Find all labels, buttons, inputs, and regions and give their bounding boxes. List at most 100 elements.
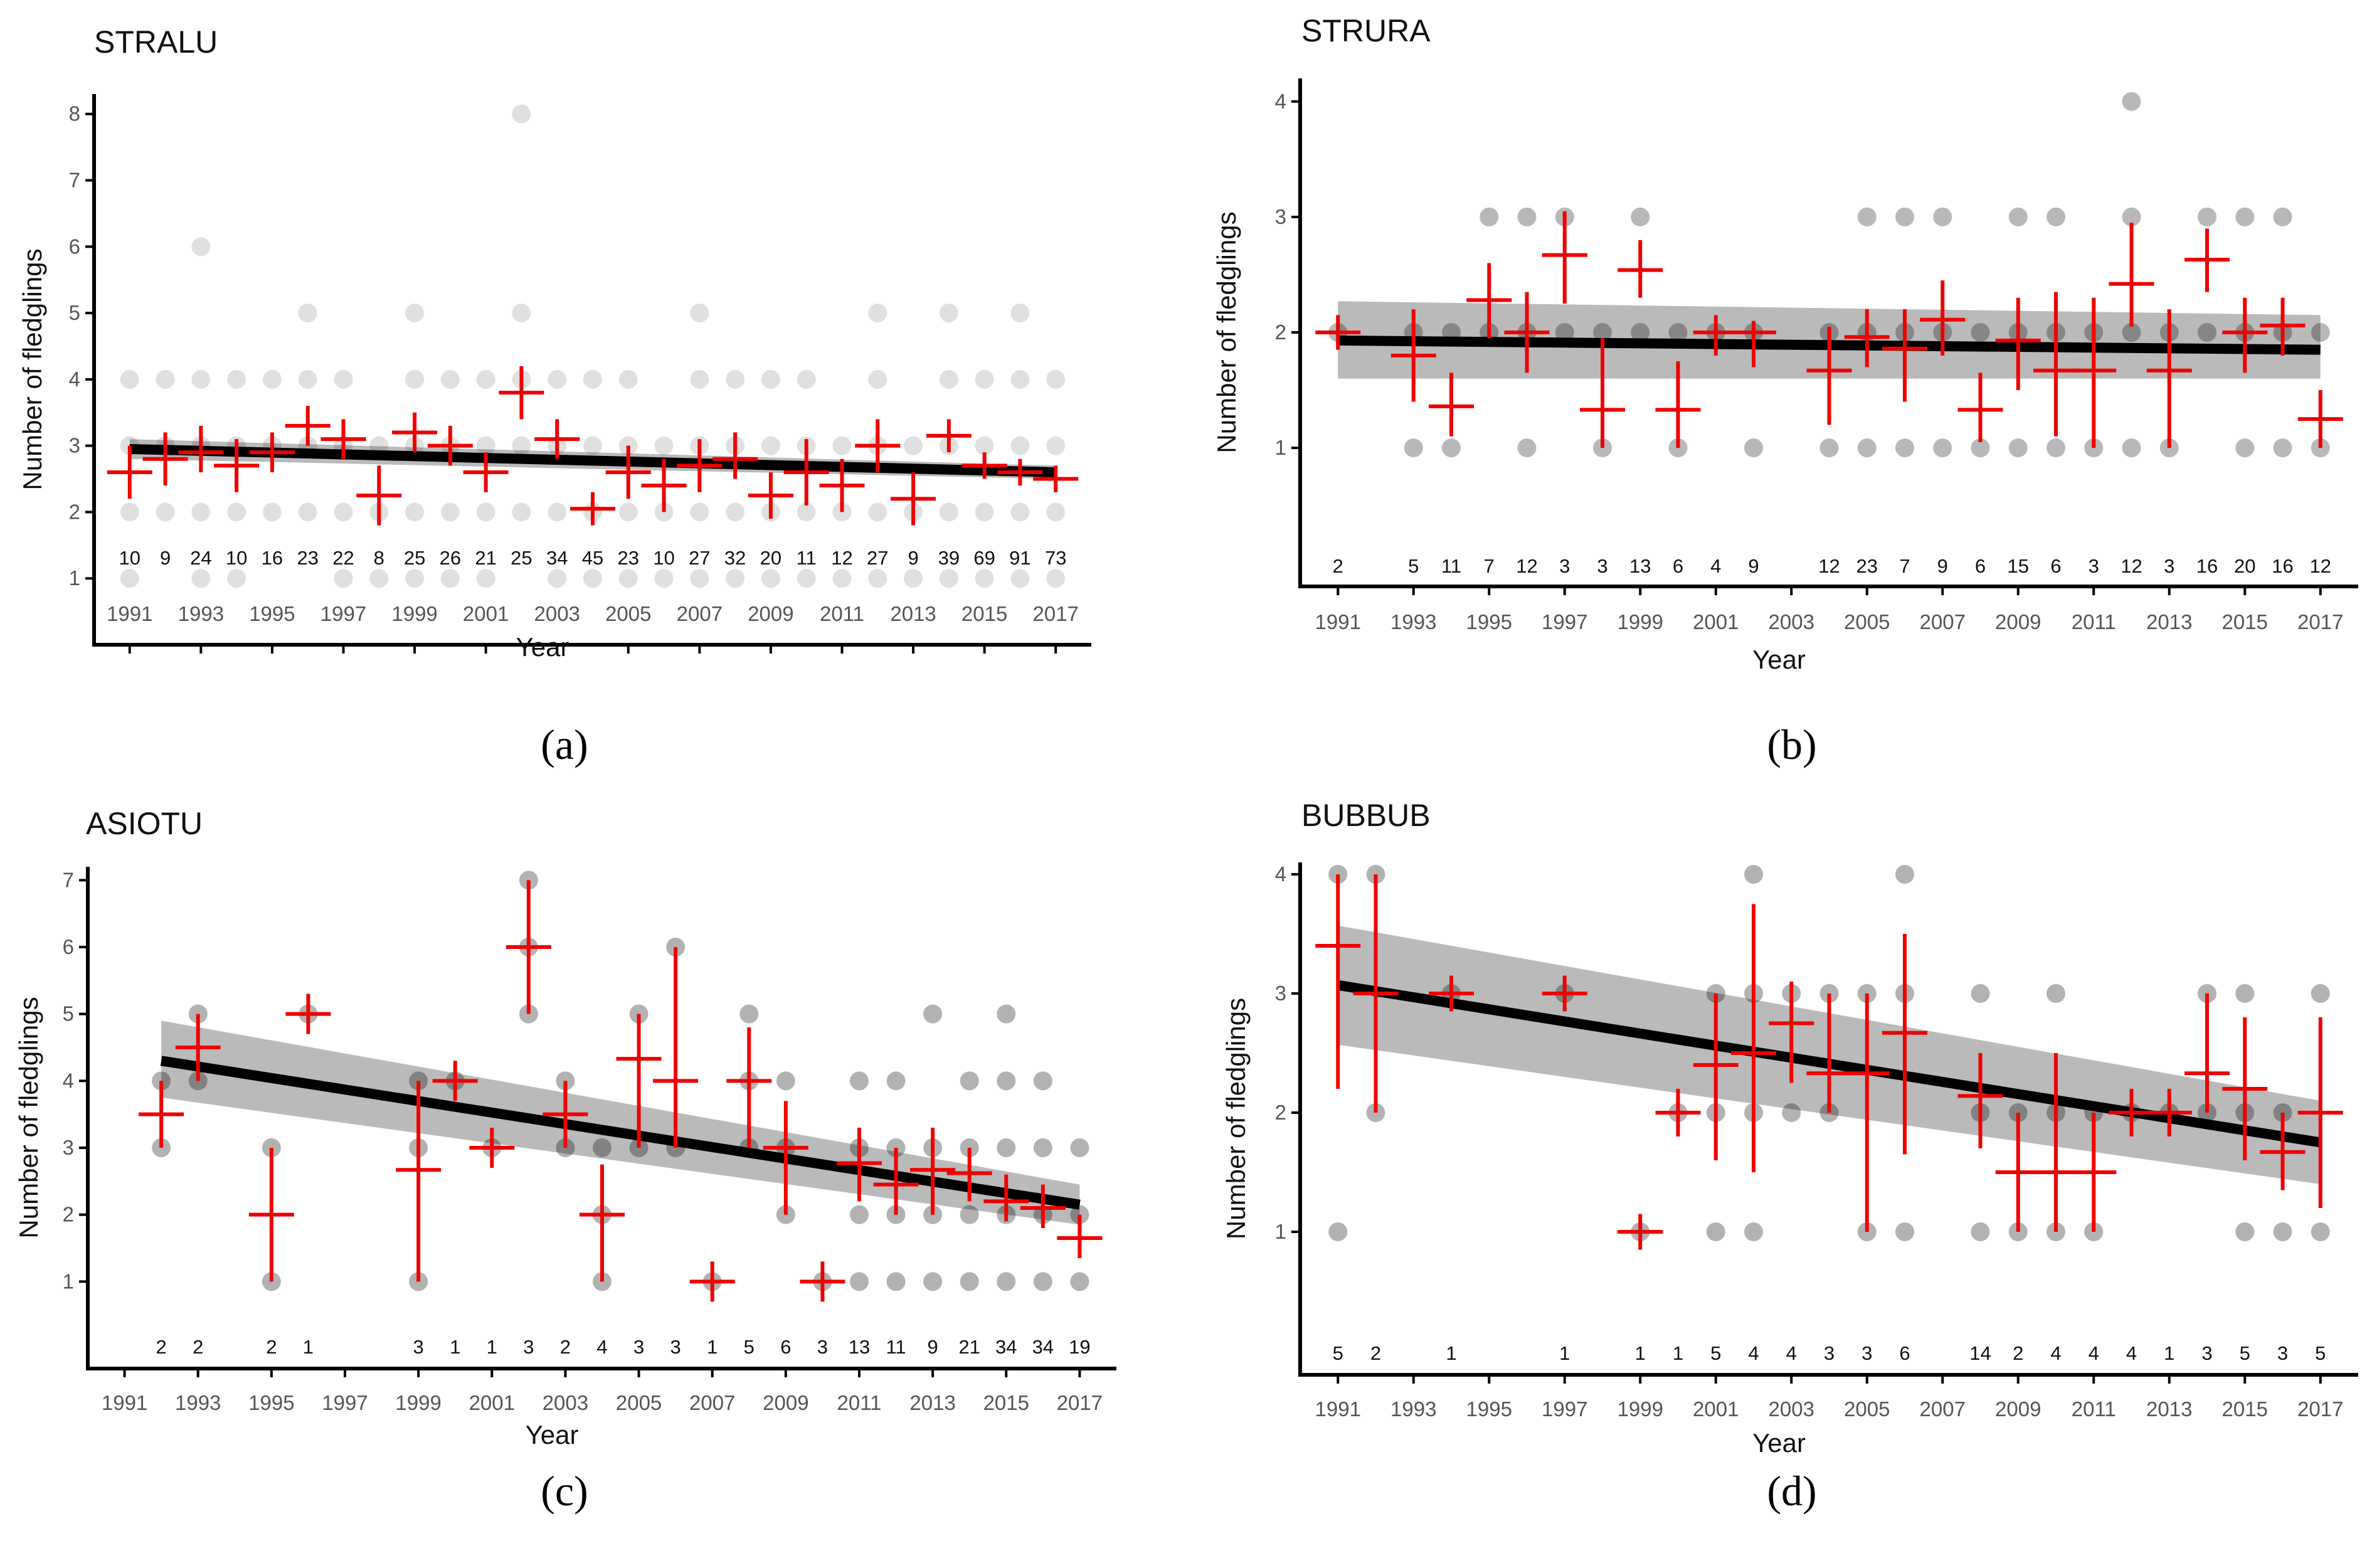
data-point [654, 569, 674, 588]
sample-size-label: 23 [618, 547, 639, 569]
sample-size-label: 2 [1333, 555, 1343, 577]
data-point [776, 1071, 795, 1091]
y-tick-label: 4 [63, 1069, 74, 1092]
data-point [2198, 207, 2216, 226]
data-point [1046, 369, 1066, 389]
data-point [1857, 438, 1877, 458]
x-tick-label: 1991 [107, 602, 152, 625]
data-point [1046, 502, 1066, 522]
data-point [2122, 207, 2141, 226]
x-tick-label: 2007 [1920, 610, 1966, 633]
data-point [156, 369, 175, 389]
data-point [2273, 438, 2292, 458]
data-point [997, 1272, 1016, 1291]
sample-size-label: 12 [831, 547, 852, 569]
sample-size-label: 5 [2240, 1342, 2250, 1364]
data-point [1895, 865, 1914, 884]
x-tick-label: 2011 [2072, 610, 2116, 633]
data-point [1819, 438, 1839, 458]
x-tick-label: 1993 [1390, 1397, 1436, 1421]
y-tick-label: 1 [63, 1269, 74, 1293]
x-tick-label: 2001 [463, 602, 509, 625]
data-point [832, 436, 852, 455]
data-point [2311, 323, 2330, 342]
sample-size-label: 3 [1861, 1342, 1872, 1364]
x-tick-label: 1999 [1618, 1397, 1663, 1421]
data-point [761, 569, 780, 588]
sample-size-label: 1 [1559, 1342, 1570, 1364]
data-point [1744, 438, 1763, 458]
data-point [2047, 207, 2065, 226]
sample-size-label: 9 [1937, 555, 1948, 577]
data-point [960, 1272, 979, 1291]
data-point [797, 369, 816, 389]
data-point [2008, 207, 2028, 226]
sample-size-label: 6 [1899, 1342, 1910, 1364]
x-tick-label: 2003 [543, 1391, 588, 1414]
x-tick-label: 1993 [178, 602, 224, 625]
data-point [761, 369, 780, 389]
data-point [369, 569, 389, 588]
sample-size-label: 7 [1899, 555, 1910, 577]
data-point [886, 1071, 906, 1091]
data-point [2235, 1222, 2255, 1241]
y-tick-label: 2 [1275, 1101, 1286, 1124]
sample-size-label: 34 [1032, 1336, 1054, 1358]
sample-size-label: 3 [523, 1336, 534, 1358]
x-tick-label: 2013 [2146, 1397, 2192, 1421]
x-tick-label: 2013 [909, 1391, 955, 1414]
data-point [923, 1004, 943, 1024]
data-point [868, 304, 887, 323]
data-point [2122, 92, 2141, 111]
data-point [997, 1004, 1016, 1024]
data-point [868, 369, 887, 389]
sample-size-label: 9 [928, 1336, 938, 1358]
data-point [405, 304, 425, 323]
y-axis-label: Number of fledglings [14, 997, 43, 1238]
sample-size-label: 8 [374, 547, 384, 569]
data-point [761, 436, 780, 455]
data-point [739, 1004, 759, 1024]
panel-label: (c) [541, 1467, 588, 1515]
data-point [120, 502, 139, 522]
data-point [1971, 438, 1990, 458]
data-point [1033, 1071, 1052, 1091]
sample-size-label: 1 [1673, 1342, 1683, 1364]
data-point [726, 502, 745, 522]
sample-size-label: 5 [1710, 1342, 1721, 1364]
x-tick-label: 2017 [2297, 610, 2343, 633]
trend-line [160, 1056, 1081, 1210]
sample-size-label: 11 [1441, 555, 1461, 577]
x-tick-label: 2003 [534, 602, 580, 625]
x-tick-label: 2011 [820, 602, 864, 625]
trend-confidence-band [161, 1020, 1080, 1225]
x-tick-label: 1997 [320, 602, 366, 625]
data-point [476, 369, 495, 389]
sample-size-label: 16 [262, 547, 283, 569]
data-point [593, 1272, 612, 1291]
x-tick-label: 2007 [689, 1391, 735, 1414]
x-tick-label: 1991 [1315, 610, 1361, 633]
x-tick-label: 2005 [1844, 610, 1890, 633]
x-tick-label: 2015 [961, 602, 1007, 625]
sample-size-label: 20 [2234, 555, 2255, 577]
sample-size-label: 4 [1786, 1342, 1797, 1364]
sample-size-label: 23 [1856, 555, 1878, 577]
sample-size-label: 3 [1597, 555, 1607, 577]
data-point [120, 369, 139, 389]
x-tick-label: 1997 [1542, 1397, 1587, 1421]
sample-size-label: 4 [2126, 1342, 2137, 1364]
panel-d: BUBBUB 1 2 3 4 1991 1993 1995 1997 1999 2001 2003 20… [1221, 798, 2358, 1515]
x-tick-label: 2017 [1057, 1391, 1103, 1414]
data-point [512, 502, 531, 522]
data-point [1033, 1272, 1052, 1291]
sample-size-label: 3 [2201, 1342, 2212, 1364]
data-point [1517, 438, 1537, 458]
data-point [298, 369, 317, 389]
data-point [618, 569, 638, 588]
data-point [298, 502, 317, 522]
sample-size-label: 24 [190, 547, 211, 569]
data-point [975, 369, 994, 389]
sample-size-label: 25 [404, 547, 425, 569]
